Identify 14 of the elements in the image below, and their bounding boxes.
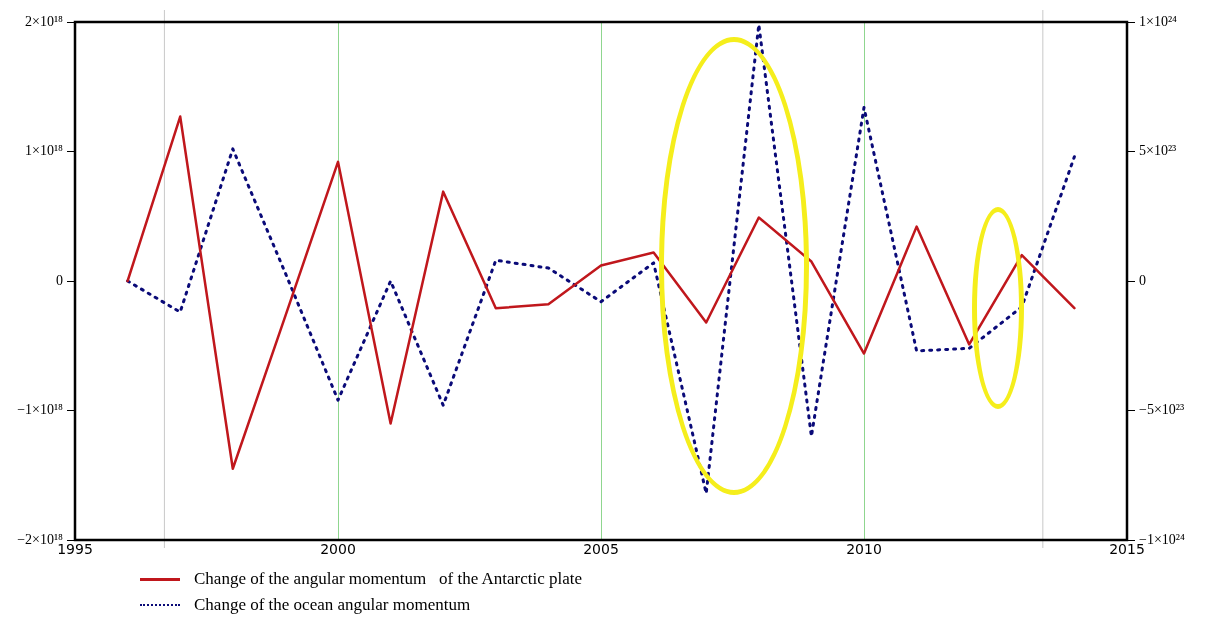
- y2-tick-label: −5×10²³: [1139, 402, 1185, 418]
- x-tick-label: 2010: [846, 541, 882, 558]
- y2-tick-label: 5×10²³: [1139, 143, 1177, 159]
- y-tick-label: −1×10¹⁸: [17, 402, 64, 418]
- y2-tick-label: 1×10²⁴: [1139, 13, 1178, 29]
- y-tick-label: 2×10¹⁸: [25, 13, 64, 29]
- x-tick-label: 2000: [320, 541, 356, 558]
- y-tick-label: 0: [56, 272, 63, 288]
- x-tick-label: 2015: [1109, 541, 1145, 558]
- legend-label: Change of the ocean angular momentum: [194, 595, 471, 615]
- y-tick-label: 1×10¹⁸: [25, 143, 64, 159]
- x-tick-label: 2005: [583, 541, 619, 558]
- y2-tick-label: 0: [1139, 272, 1146, 288]
- legend-label: Change of the angular momentum of the Antarctic plate: [194, 569, 583, 589]
